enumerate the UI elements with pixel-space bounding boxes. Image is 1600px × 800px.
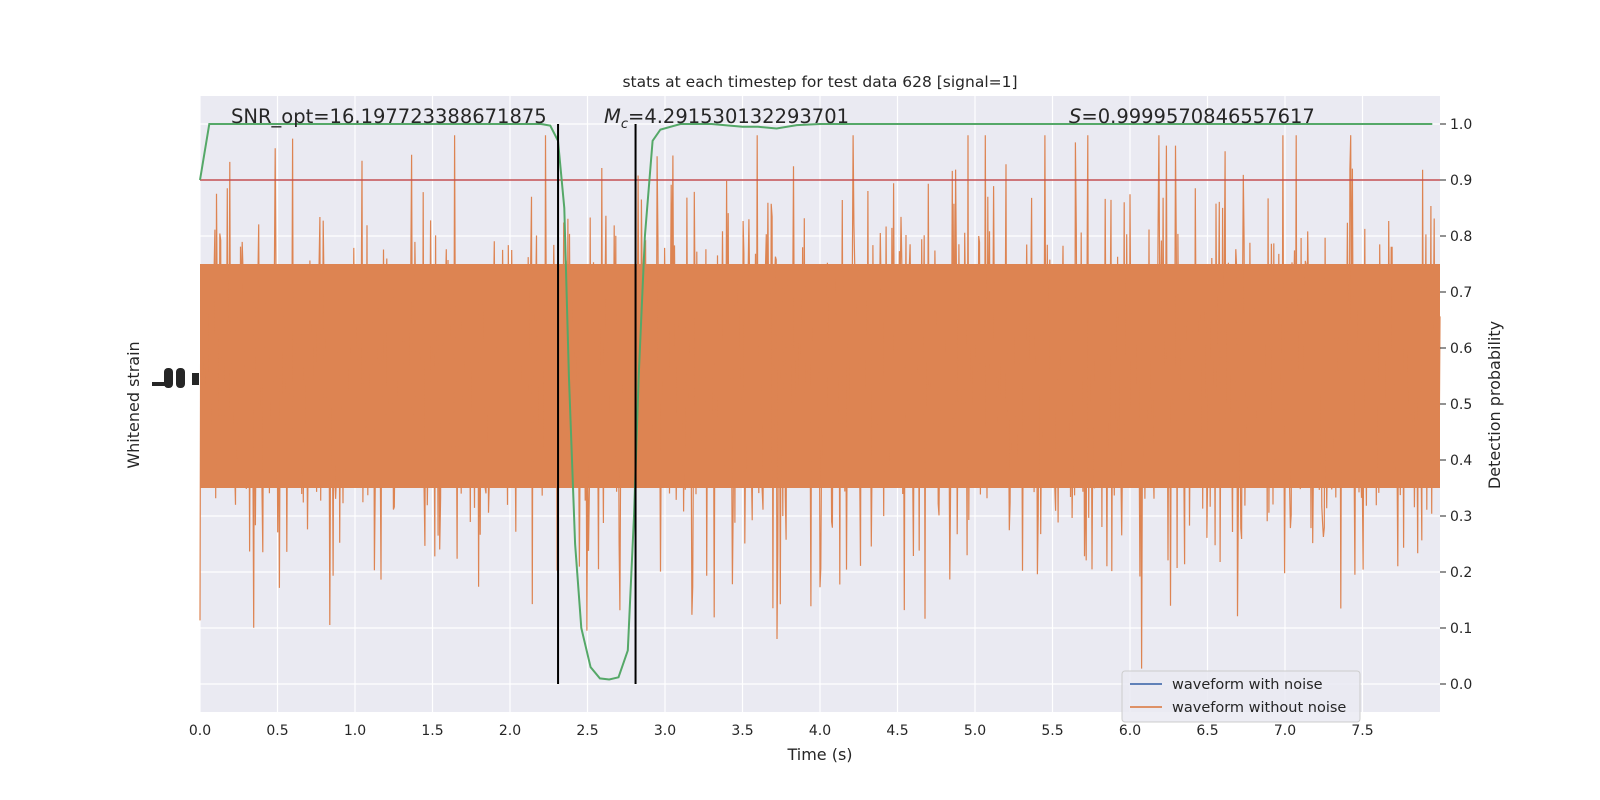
y-tick-label: 0.8 <box>1450 229 1472 245</box>
probability-layer <box>199 123 1433 681</box>
x-tick-label: 2.5 <box>576 723 598 739</box>
x-tick-label: 3.5 <box>731 723 753 739</box>
y-tick-label: 0.1 <box>1450 621 1472 637</box>
x-tick-label: 0.5 <box>266 723 288 739</box>
s-annotation: S=0.9999570846557617 <box>1069 105 1315 128</box>
mc-annotation: Mc=4.291530132293701 <box>604 105 849 132</box>
legend-label-waveform-without-noise: waveform without noise <box>1172 700 1346 716</box>
chart-title: stats at each timestep for test data 628… <box>622 73 1017 91</box>
vertical-markers <box>557 124 637 684</box>
strain-series <box>199 135 1441 669</box>
y-axis-label-right: Detection probability <box>1485 321 1504 489</box>
y-tick-label: 0.7 <box>1450 285 1472 301</box>
y-tick-label: 0.3 <box>1450 509 1472 525</box>
y-axis-label-left: Whitened strain <box>124 341 143 468</box>
mc-subscript: c <box>621 117 628 132</box>
tick-labels: 0.0 0.5 1.0 1.5 2.0 2.5 3.0 3.5 4.0 4.5 5.0 5.5 6.0 6… <box>189 117 1472 739</box>
x-tick-label: 1.5 <box>421 723 443 739</box>
legend: waveform with noise waveform without noi… <box>1121 670 1361 723</box>
x-tick-label: 2.0 <box>499 723 521 739</box>
y-tick-label: 0.0 <box>1450 677 1472 693</box>
x-tick-label: 6.0 <box>1119 723 1141 739</box>
y-tick-label: 0.6 <box>1450 341 1472 357</box>
x-axis-label: Time (s) <box>786 745 852 764</box>
snr-annotation: SNR_opt=16.197723388671875 <box>231 105 547 128</box>
mc-symbol: M <box>604 105 621 128</box>
y-tick-label: 0.4 <box>1450 453 1472 469</box>
x-tick-label: 7.0 <box>1274 723 1296 739</box>
s-symbol: S <box>1069 105 1081 128</box>
left-axis-ticks-glyph <box>152 368 199 388</box>
y-tick-label: 0.9 <box>1450 173 1472 189</box>
legend-box <box>1121 670 1361 723</box>
y-tick-label: 0.2 <box>1450 565 1472 581</box>
mc-value: =4.291530132293701 <box>628 105 849 128</box>
x-tick-label: 5.5 <box>1041 723 1063 739</box>
x-tick-label: 1.0 <box>344 723 366 739</box>
strain-line <box>199 135 1441 669</box>
y-tick-label: 0.5 <box>1450 397 1472 413</box>
x-tick-label: 4.5 <box>886 723 908 739</box>
x-tick-label: 7.5 <box>1351 723 1373 739</box>
legend-label-waveform-with-noise: waveform with noise <box>1172 677 1323 693</box>
x-tick-label: 5.0 <box>964 723 986 739</box>
x-tick-label: 4.0 <box>809 723 831 739</box>
x-tick-label: 3.0 <box>654 723 676 739</box>
x-tick-label: 0.0 <box>189 723 211 739</box>
x-tick-label: 6.5 <box>1196 723 1218 739</box>
detection-probability-line <box>199 123 1433 681</box>
s-value: =0.9999570846557617 <box>1081 105 1314 128</box>
y-tick-label: 1.0 <box>1450 117 1472 133</box>
